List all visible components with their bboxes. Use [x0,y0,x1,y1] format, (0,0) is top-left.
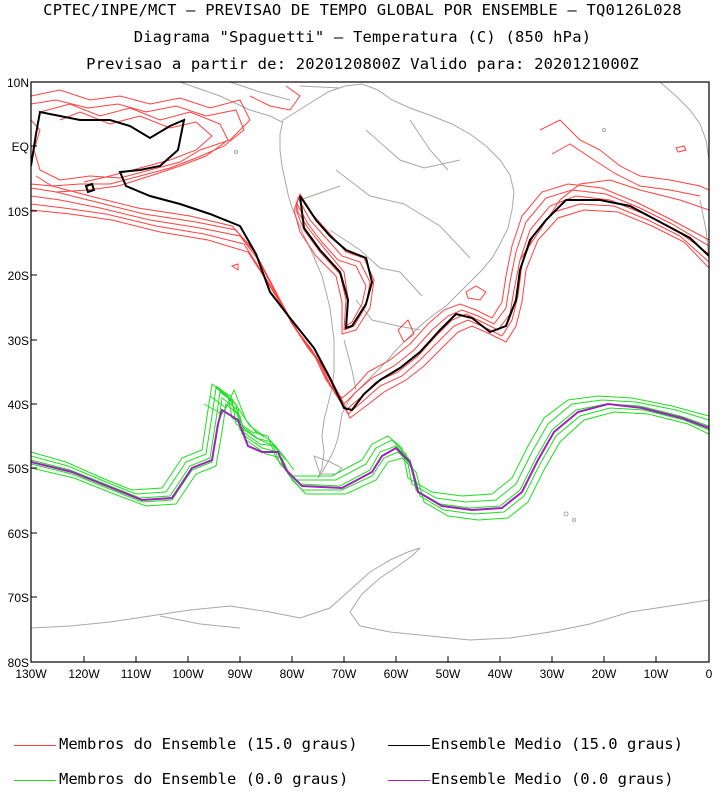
lon-label-0: 0 [706,667,713,681]
title-line-3: Previsao a partir de: 2020120800Z Valido… [86,55,639,73]
lon-label-30w: 30W [540,667,565,681]
lat-label-eq: EQ [12,140,29,154]
lat-label-50s: 50S [8,462,29,476]
lon-label-50w: 50W [436,667,461,681]
title-line-2: Diagrama "Spaguetti" – Temperatura (C) (… [133,28,592,46]
lon-label-70w: 70W [332,667,357,681]
lon-label-60w: 60W [384,667,409,681]
lat-label-10s: 10S [8,205,29,219]
legend-label-mean-0: Ensemble Medio (0.0 graus) [431,770,674,788]
lon-label-130w: 130W [15,667,47,681]
lon-label-100w: 100W [172,667,204,681]
legend-swatch-members-15 [14,745,56,746]
lon-label-80w: 80W [280,667,305,681]
lon-label-90w: 90W [228,667,253,681]
title-line-1: CPTEC/INPE/MCT – PREVISAO DE TEMPO GLOBA… [43,1,682,19]
lon-label-10w: 10W [644,667,669,681]
legend-swatch-mean-15 [388,745,430,746]
members-0-contours [31,383,709,521]
members-15-contours [31,85,709,419]
lat-label-20s: 20S [8,269,29,283]
lat-label-40s: 40S [8,398,29,412]
lat-label-70s: 70S [8,591,29,605]
lat-label-60s: 60S [8,527,29,541]
lat-label-80s: 80S [8,656,29,670]
lat-label-30s: 30S [8,334,29,348]
lon-label-120w: 120W [68,667,100,681]
coastlines [31,82,709,641]
legend-swatch-mean-0 [388,780,430,781]
legend-label-mean-15: Ensemble Medio (15.0 graus) [431,735,683,753]
lon-label-20w: 20W [592,667,617,681]
legend-label-members-0: Membros do Ensemble (0.0 graus) [59,770,349,788]
legend-label-members-15: Membros do Ensemble (15.0 graus) [59,735,358,753]
lon-label-110w: 110W [121,667,152,681]
lon-label-40w: 40W [488,667,513,681]
legend-swatch-members-0 [14,780,56,781]
mean-0-contour [31,402,709,512]
mean-15-contour [31,110,709,412]
axis-ticks [31,81,657,662]
lat-label-10n: 10N [7,76,29,90]
plot-frame [30,81,710,663]
